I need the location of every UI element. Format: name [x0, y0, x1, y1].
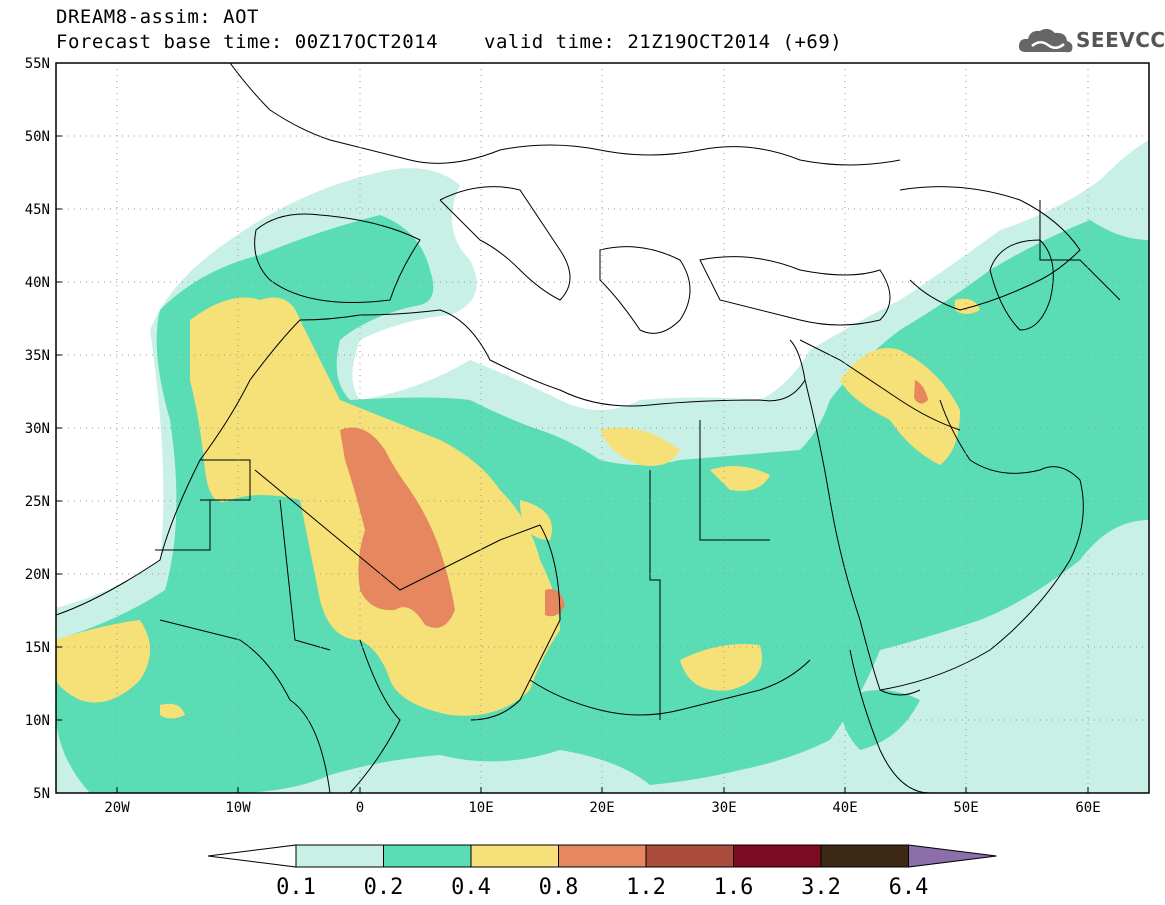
lat-label: 35N	[25, 348, 50, 364]
lon-label: 30E	[711, 800, 736, 816]
colorbar-segment	[470, 844, 559, 868]
logo-text: SEEVCCC	[1076, 28, 1165, 52]
lat-label: 50N	[25, 129, 50, 145]
lon-label: 60E	[1075, 800, 1100, 816]
lat-label: 25N	[25, 494, 50, 510]
colorbar-label: 0.2	[364, 875, 404, 900]
colorbar-arrow-high	[908, 844, 997, 868]
lon-label: 20W	[104, 800, 130, 816]
coastlines	[56, 63, 1121, 793]
colorbar-label: 1.6	[714, 875, 754, 900]
cloud-logo-icon	[1018, 28, 1073, 53]
aot-band-0.8-1.2	[340, 380, 928, 628]
forecast-base-time: Forecast base time: 00Z17OCT2014	[56, 31, 439, 53]
seevccc-logo: SEEVCCC	[1018, 24, 1165, 58]
lon-label: 10W	[225, 800, 251, 816]
colorbar-segment	[558, 844, 647, 868]
lon-label: 40E	[832, 800, 857, 816]
colorbar-segment	[645, 844, 734, 868]
lat-label: 40N	[25, 275, 50, 291]
graticule	[56, 63, 1149, 793]
colorbar-label: 0.4	[451, 875, 491, 900]
lat-label: 45N	[25, 202, 50, 218]
lat-label: 15N	[25, 640, 50, 656]
colorbar-segment	[733, 844, 822, 868]
map-title: DREAM8-assim: AOT	[56, 6, 259, 28]
lat-label: 20N	[25, 567, 50, 583]
colorbar: 0.1 0.2 0.4 0.8 1.2 1.6 3.2 6.4	[207, 844, 997, 900]
valid-time: valid time: 21Z19OCT2014 (+69)	[484, 31, 843, 53]
lat-label: 30N	[25, 421, 50, 437]
colorbar-segment	[383, 844, 472, 868]
lat-label: 55N	[25, 56, 50, 72]
time-info: Forecast base time: 00Z17OCT2014 valid ti…	[56, 31, 842, 53]
colorbar-label: 3.2	[801, 875, 841, 900]
lat-label: 5N	[33, 786, 50, 802]
lon-label: 10E	[468, 800, 493, 816]
colorbar-label: 1.2	[626, 875, 666, 900]
latitude-labels: 55N 50N 45N 40N 35N 30N 25N 20N 15N 10N …	[25, 56, 50, 802]
aot-field	[56, 140, 1149, 793]
colorbar-label: 0.8	[539, 875, 579, 900]
lon-label: 50E	[953, 800, 978, 816]
colorbar-label: 0.1	[276, 875, 316, 900]
colorbar-label: 6.4	[889, 875, 929, 900]
longitude-labels: 20W 10W 0 10E 20E 30E 40E 50E 60E	[104, 800, 1100, 816]
colorbar-segment	[820, 844, 909, 868]
lon-label: 0	[356, 800, 364, 816]
colorbar-arrow-low	[207, 844, 297, 868]
colorbar-segment	[295, 844, 384, 868]
lon-label: 20E	[589, 800, 614, 816]
lat-label: 10N	[25, 713, 50, 729]
tick-marks	[56, 62, 1089, 794]
